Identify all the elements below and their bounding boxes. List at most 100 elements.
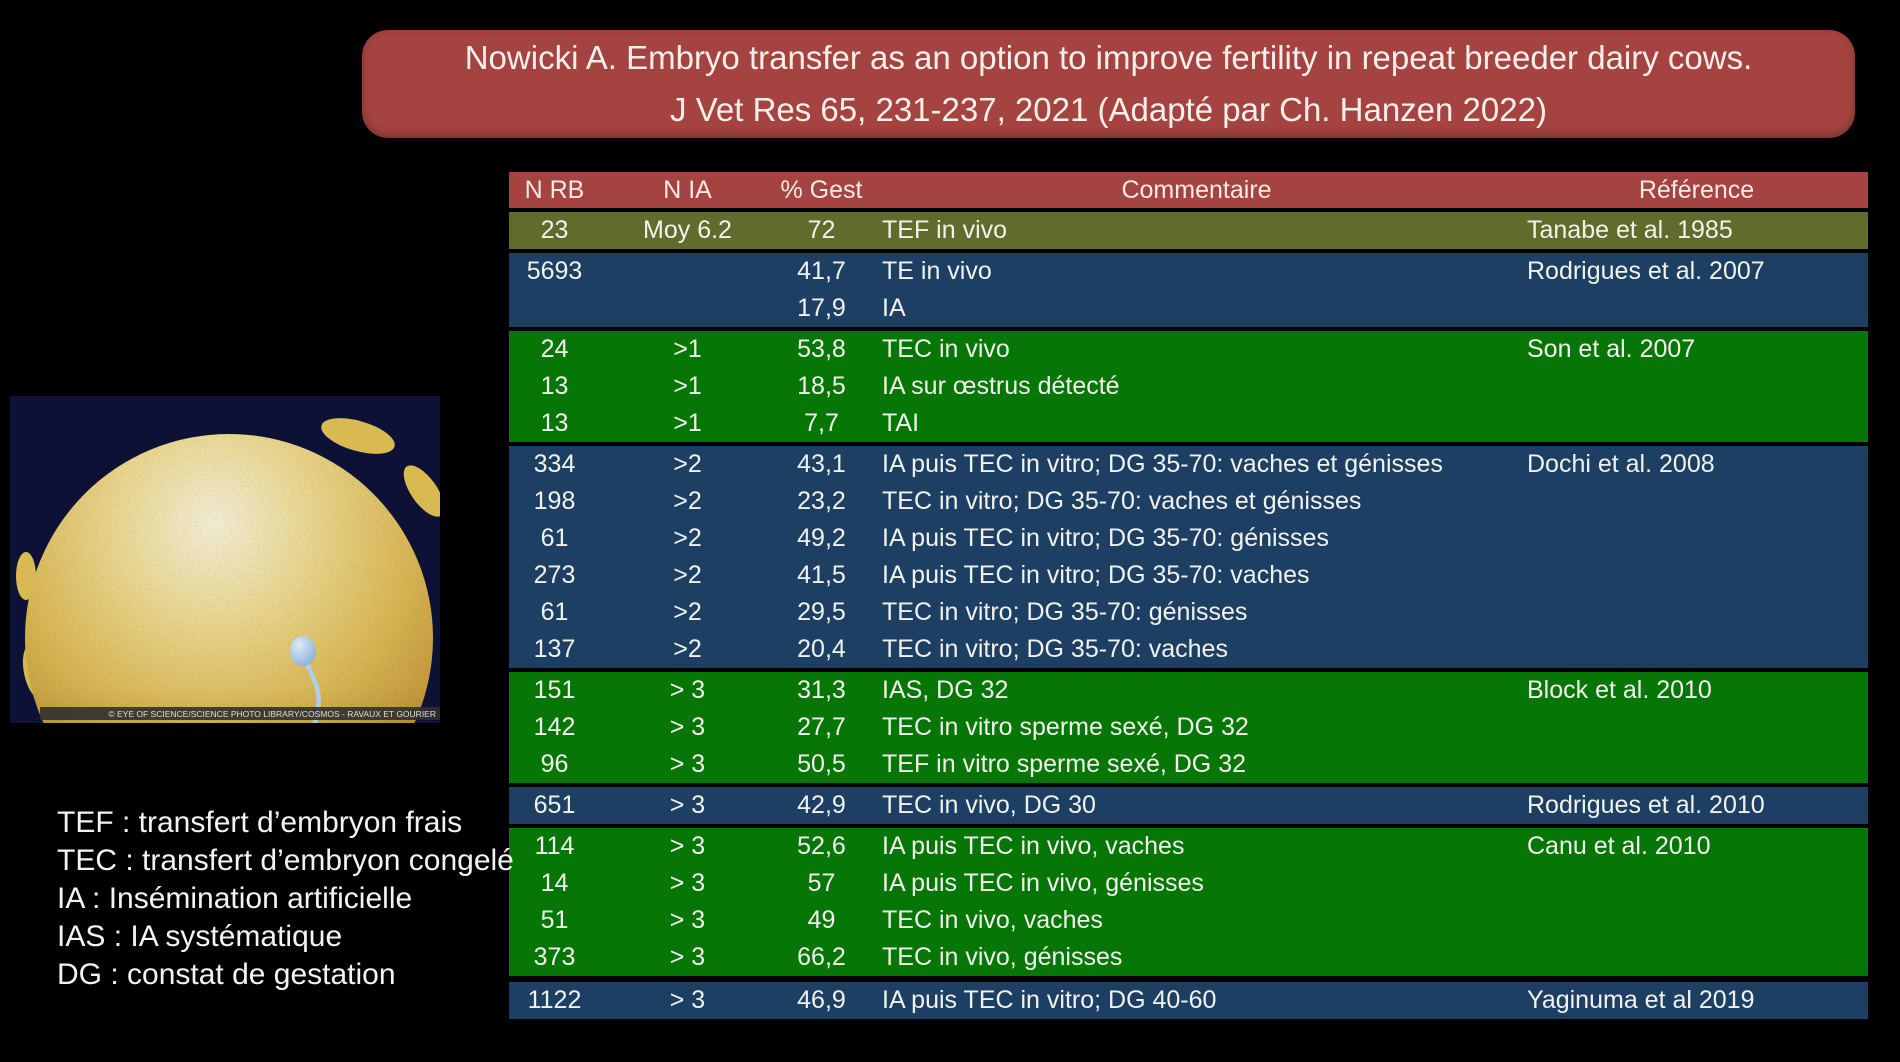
column-header-n-rb: N RB <box>524 175 585 204</box>
legend-item-dg: DG : constat de gestation <box>57 958 396 991</box>
cell-gest: 46,9 <box>797 986 846 1014</box>
table-row: 61 >2 29,5 TEC in vitro; DG 35-70: génisses <box>509 594 1868 631</box>
cell-comment: IA sur œstrus détecté <box>882 372 1120 400</box>
column-header-n-ia: N IA <box>663 175 712 204</box>
column-header-reference: Référence <box>1638 175 1755 204</box>
cell-reference: Tanabe et al. 1985 <box>1527 216 1733 244</box>
cell-n-rb: 13 <box>540 409 569 437</box>
cell-n-rb: 1122 <box>527 986 582 1014</box>
egg-sperm-photo: © EYE OF SCIENCE/SCIENCE PHOTO LIBRARY/C… <box>10 396 445 842</box>
table-row: 651 > 3 42,9 TEC in vivo, DG 30 Rodrigues et… <box>509 787 1868 824</box>
cell-n-ia: Moy 6.2 <box>643 216 732 244</box>
cell-comment: TAI <box>882 409 920 437</box>
cell-n-ia: >1 <box>673 372 702 400</box>
cell-comment: TEC in vivo, DG 30 <box>882 791 1096 819</box>
cell-comment: TEC in vitro; DG 35-70: vaches <box>882 635 1228 663</box>
cell-comment: IA puis TEC in vivo, vaches <box>882 832 1185 860</box>
cell-gest: 27,7 <box>797 713 846 741</box>
cell-comment: IA puis TEC in vitro; DG 35-70: vaches <box>882 561 1310 589</box>
column-header-gest: % Gest <box>780 175 863 204</box>
cell-n-ia: > 3 <box>669 986 706 1014</box>
title-line-1: Nowicki A. Embryo transfer as an option … <box>464 39 1753 76</box>
cell-n-ia: > 3 <box>669 791 706 819</box>
cell-n-ia: > 3 <box>669 906 706 934</box>
cell-comment: TEC in vitro; DG 35-70: vaches et géniss… <box>882 487 1362 515</box>
cell-comment: TEC in vivo <box>882 335 1010 363</box>
cell-n-ia: > 3 <box>669 943 706 971</box>
cell-gest: 18,5 <box>797 372 846 400</box>
table-row: 96 > 3 50,5 TEF in vitro sperme sexé, DG 32 <box>509 746 1868 783</box>
cell-n-rb: 13 <box>540 372 569 400</box>
cell-gest: 17,9 <box>797 294 846 322</box>
cell-gest: 53,8 <box>797 335 846 363</box>
table-row: 14 > 3 57 IA puis TEC in vivo, génisses <box>509 865 1868 902</box>
cell-gest: 31,3 <box>797 676 846 704</box>
cell-n-rb: 142 <box>533 713 576 741</box>
cell-n-ia: >2 <box>673 561 702 589</box>
cell-gest: 49 <box>807 906 836 934</box>
table-row: 142 > 3 27,7 TEC in vitro sperme sexé, DG 3… <box>509 709 1868 746</box>
cell-comment: TEC in vitro sperme sexé, DG 32 <box>882 713 1249 741</box>
cell-n-rb: 96 <box>540 750 569 778</box>
photo-credit: © EYE OF SCIENCE/SCIENCE PHOTO LIBRARY/C… <box>108 709 436 719</box>
cell-gest: 41,5 <box>797 561 846 589</box>
cell-n-rb: 61 <box>540 524 569 552</box>
cell-gest: 20,4 <box>797 635 846 663</box>
cell-comment: IA <box>882 294 906 322</box>
cell-n-rb: 151 <box>533 676 576 704</box>
column-header-comment: Commentaire <box>1121 175 1272 204</box>
cell-n-ia: >2 <box>673 598 702 626</box>
cell-comment: TEF in vitro sperme sexé, DG 32 <box>882 750 1247 778</box>
table-row: 23 Moy 6.2 72 TEF in vivo Tanabe et al. 1985 <box>509 212 1868 249</box>
cell-comment: TEC in vivo, génisses <box>882 943 1123 971</box>
legend-item-tef: TEF : transfert d’embryon frais <box>57 806 463 839</box>
table-row: 137 >2 20,4 TEC in vitro; DG 35-70: vaches <box>509 631 1868 668</box>
legend-item-ias: IAS : IA systématique <box>57 920 343 953</box>
cell-n-ia: >2 <box>673 487 702 515</box>
cell-n-ia: > 3 <box>669 869 706 897</box>
cell-n-rb: 334 <box>533 450 576 478</box>
cell-gest: 49,2 <box>797 524 846 552</box>
abbreviation-legend: TEF : transfert d’embryon frais TEC : tr… <box>57 804 514 994</box>
cell-n-rb: 14 <box>540 869 569 897</box>
cell-gest: 23,2 <box>797 487 846 515</box>
cell-n-rb: 61 <box>540 598 569 626</box>
cell-gest: 72 <box>807 216 836 244</box>
photo-credit-strip <box>40 707 440 720</box>
cell-n-ia: > 3 <box>669 676 706 704</box>
title-box: Nowicki A. Embryo transfer as an option … <box>362 30 1855 138</box>
cell-n-rb: 23 <box>540 216 569 244</box>
cell-n-ia: >1 <box>673 335 702 363</box>
cell-gest: 41,7 <box>797 257 846 285</box>
cell-comment: IAS, DG 32 <box>882 676 1009 704</box>
cell-n-ia: >2 <box>673 524 702 552</box>
cell-comment: TE in vivo <box>882 257 992 285</box>
table-row: 334 >2 43,1 IA puis TEC in vitro; DG 35-70:… <box>509 446 1868 483</box>
cell-gest: 66,2 <box>797 943 846 971</box>
data-table: N RB N IA % Gest Commentaire Référence 2… <box>509 172 1868 1019</box>
cell-n-rb: 373 <box>533 943 576 971</box>
cell-comment: IA puis TEC in vitro; DG 35-70: génisses <box>882 524 1329 552</box>
table-row: 373 > 3 66,2 TEC in vivo, génisses <box>509 939 1868 976</box>
cell-reference: Canu et al. 2010 <box>1527 832 1711 860</box>
cell-n-rb: 137 <box>533 635 576 663</box>
cell-comment: TEC in vitro; DG 35-70: génisses <box>882 598 1248 626</box>
cell-reference: Dochi et al. 2008 <box>1527 450 1715 478</box>
table-row: 24 >1 53,8 TEC in vivo Son et al. 2007 <box>509 331 1868 368</box>
table-row: 13 >1 7,7 TAI <box>509 405 1868 442</box>
cell-gest: 57 <box>807 869 836 897</box>
cell-reference: Rodrigues et al. 2010 <box>1527 791 1765 819</box>
table-row: 198 >2 23,2 TEC in vitro; DG 35-70: vaches … <box>509 483 1868 520</box>
cell-gest: 43,1 <box>797 450 846 478</box>
cell-reference: Yaginuma et al 2019 <box>1527 986 1755 1014</box>
table-row: 114 > 3 52,6 IA puis TEC in vivo, vaches Can… <box>509 828 1868 865</box>
table-row: 273 >2 41,5 IA puis TEC in vitro; DG 35-70:… <box>509 557 1868 594</box>
cell-gest: 7,7 <box>804 409 839 437</box>
cell-n-rb: 651 <box>533 791 576 819</box>
table-row: 5693 41,7 TE in vivo Rodrigues et al. 2007 <box>509 253 1868 290</box>
cell-comment: IA puis TEC in vitro; DG 40-60 <box>882 986 1217 1014</box>
cell-comment: TEC in vivo, vaches <box>882 906 1103 934</box>
cell-gest: 52,6 <box>797 832 846 860</box>
cell-n-rb: 198 <box>533 487 576 515</box>
